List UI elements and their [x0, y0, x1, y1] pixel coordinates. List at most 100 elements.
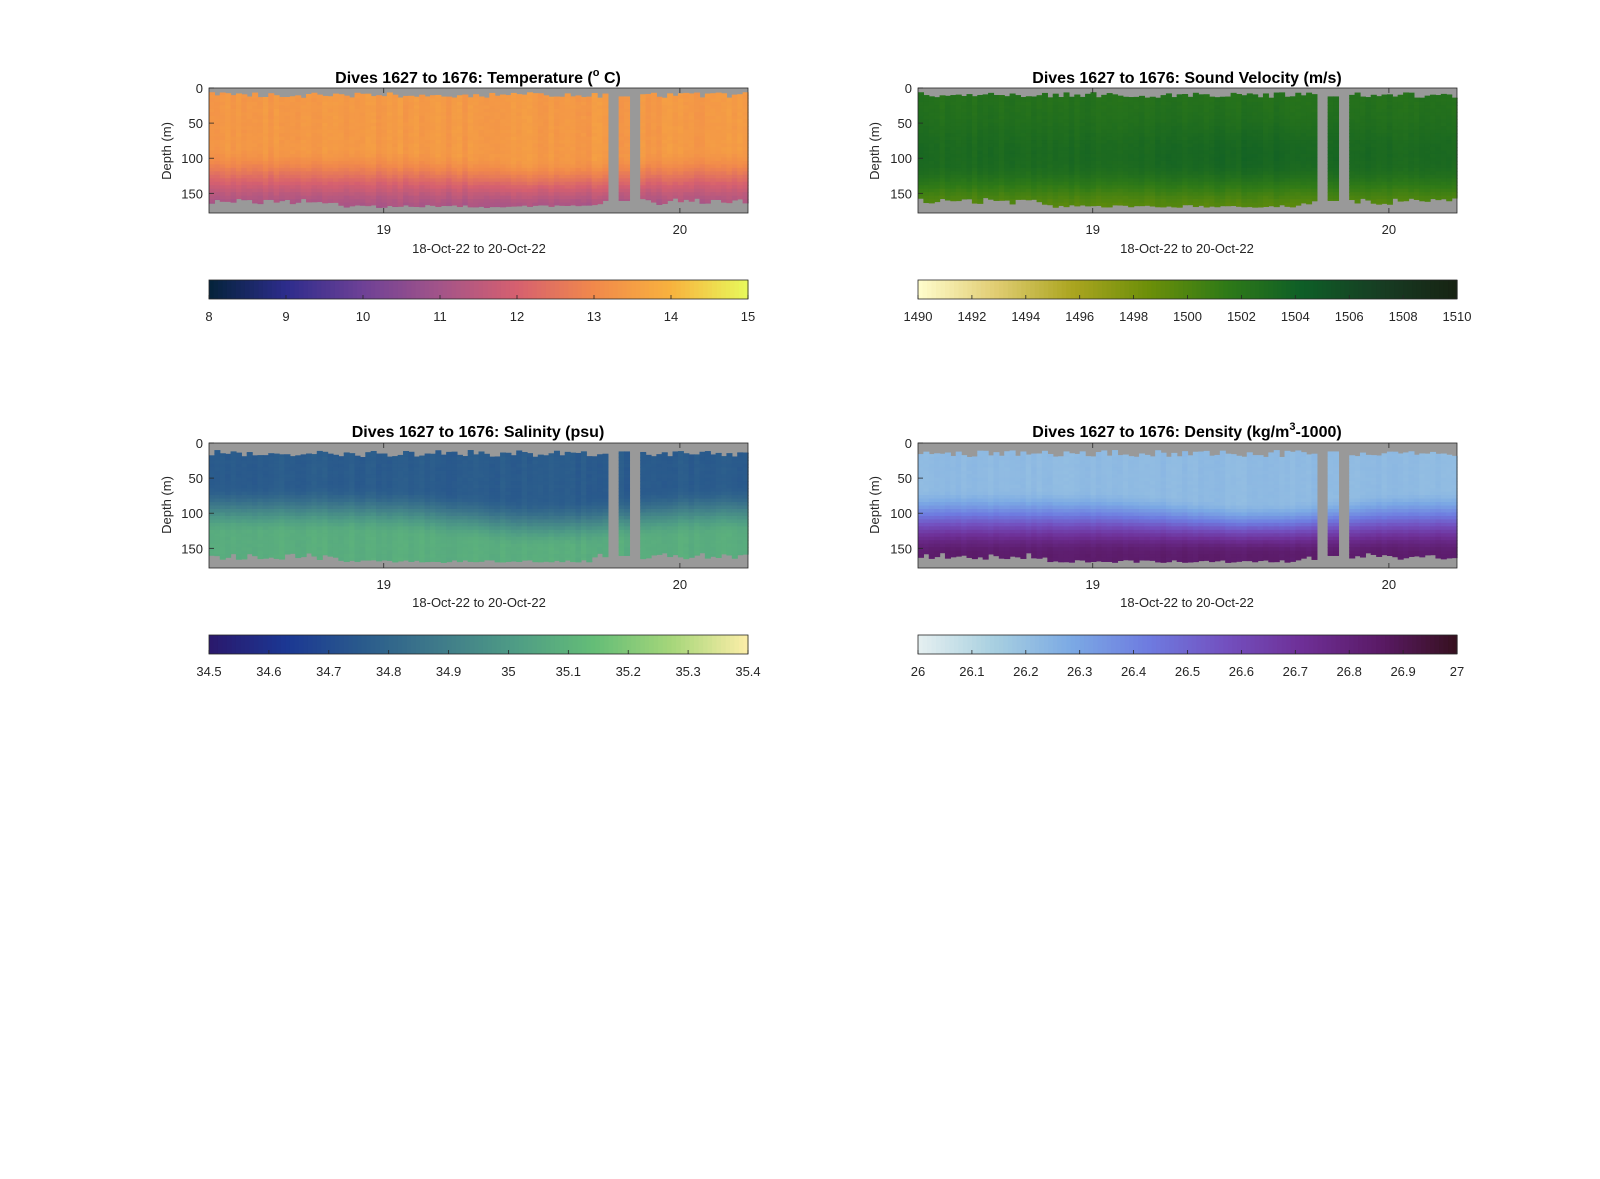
- heatmap-cell: [939, 95, 946, 100]
- heatmap-cell: [624, 143, 631, 148]
- heatmap-cell: [618, 126, 625, 131]
- heatmap-cell: [1052, 164, 1059, 169]
- heatmap-cell: [322, 147, 329, 152]
- heatmap-cell: [982, 108, 989, 113]
- heatmap-cell: [392, 167, 399, 172]
- heatmap-cell: [553, 126, 560, 131]
- heatmap-cell: [602, 181, 609, 186]
- heatmap-cell: [359, 119, 366, 124]
- heatmap-cell: [316, 101, 323, 106]
- heatmap-cell: [327, 136, 334, 141]
- heatmap-cell: [597, 101, 604, 106]
- heatmap-cell: [489, 188, 496, 193]
- heatmap-cell: [1063, 133, 1070, 138]
- heatmap-cell: [704, 108, 711, 113]
- heatmap-cell: [1079, 140, 1086, 145]
- heatmap-cell: [934, 143, 941, 148]
- heatmap-cell: [349, 112, 356, 117]
- heatmap-cell: [257, 167, 264, 172]
- heatmap-cell: [500, 105, 507, 110]
- heatmap-cell: [672, 140, 679, 145]
- heatmap-cell: [1122, 192, 1129, 197]
- heatmap-cell: [923, 105, 930, 110]
- heatmap-cell: [961, 188, 968, 193]
- heatmap-cell: [354, 153, 361, 159]
- heatmap-cell: [966, 140, 973, 145]
- heatmap-cell: [354, 115, 361, 120]
- heatmap-cell: [1041, 181, 1048, 186]
- heatmap-cell: [543, 174, 550, 179]
- heatmap-cell: [1031, 188, 1038, 193]
- heatmap-cell: [1133, 181, 1140, 186]
- heatmap-cell: [731, 98, 738, 103]
- heatmap-cell: [338, 150, 345, 155]
- heatmap-cell: [338, 94, 345, 96]
- heatmap-cell: [1052, 133, 1059, 138]
- heatmap-cell: [510, 195, 517, 200]
- heatmap-cell: [349, 147, 356, 152]
- heatmap-cell: [966, 115, 973, 120]
- heatmap-cell: [370, 147, 377, 152]
- heatmap-cell: [1031, 119, 1038, 124]
- heatmap-cell: [1187, 133, 1194, 138]
- heatmap-cell: [683, 112, 690, 117]
- heatmap-cell: [1079, 199, 1086, 204]
- heatmap-cell: [1176, 143, 1183, 148]
- heatmap-cell: [1085, 143, 1092, 148]
- heatmap-cell: [1095, 199, 1102, 204]
- heatmap-cell: [624, 181, 631, 186]
- heatmap-cell: [586, 167, 593, 172]
- heatmap-cell: [241, 178, 248, 183]
- heatmap-cell: [1068, 150, 1075, 155]
- heatmap-cell: [624, 108, 631, 113]
- heatmap-cell: [505, 202, 512, 207]
- colorbar-segment: [388, 280, 394, 299]
- heatmap-cell: [381, 119, 388, 124]
- heatmap-cell: [1009, 147, 1016, 152]
- heatmap-cell: [284, 160, 291, 165]
- heatmap-cell: [306, 160, 313, 165]
- heatmap-cell: [1187, 105, 1194, 110]
- colorbar-segment: [487, 280, 493, 299]
- heatmap-cell: [521, 133, 528, 138]
- heatmap-cell: [982, 167, 989, 172]
- heatmap-cell: [505, 171, 512, 176]
- heatmap-cell: [386, 92, 393, 96]
- heatmap-cell: [1004, 143, 1011, 148]
- heatmap-cell: [586, 202, 593, 206]
- heatmap-cell: [521, 101, 528, 106]
- heatmap-cell: [235, 157, 242, 162]
- heatmap-cell: [570, 108, 577, 113]
- heatmap-cell: [257, 133, 264, 138]
- heatmap-cell: [381, 108, 388, 113]
- heatmap-cell: [1117, 167, 1124, 172]
- heatmap-cell: [694, 115, 701, 120]
- heatmap-cell: [667, 188, 674, 193]
- heatmap-cell: [580, 174, 587, 179]
- heatmap-cell: [667, 129, 674, 134]
- heatmap-cell: [543, 122, 550, 127]
- heatmap-cell: [1068, 160, 1075, 165]
- heatmap-cell: [966, 157, 973, 162]
- heatmap-cell: [532, 192, 539, 197]
- heatmap-cell: [316, 157, 323, 162]
- heatmap-cell: [1090, 112, 1097, 117]
- heatmap-cell: [252, 171, 259, 176]
- heatmap-cell: [918, 101, 924, 106]
- heatmap-cell: [570, 143, 577, 148]
- heatmap-cell: [1112, 105, 1119, 110]
- heatmap-cell: [343, 108, 350, 113]
- heatmap-cell: [1079, 98, 1086, 103]
- heatmap-cell: [998, 119, 1005, 124]
- heatmap-cell: [527, 147, 533, 152]
- heatmap-cell: [1187, 164, 1194, 169]
- heatmap-cell: [944, 195, 951, 200]
- heatmap-cell: [553, 195, 560, 200]
- heatmap-cell: [483, 188, 490, 193]
- heatmap-cell: [225, 98, 232, 103]
- heatmap-cell: [386, 129, 393, 134]
- heatmap-cell: [365, 188, 372, 193]
- heatmap-cell: [618, 164, 625, 169]
- heatmap-cell: [273, 133, 280, 138]
- heatmap-cell: [214, 153, 221, 159]
